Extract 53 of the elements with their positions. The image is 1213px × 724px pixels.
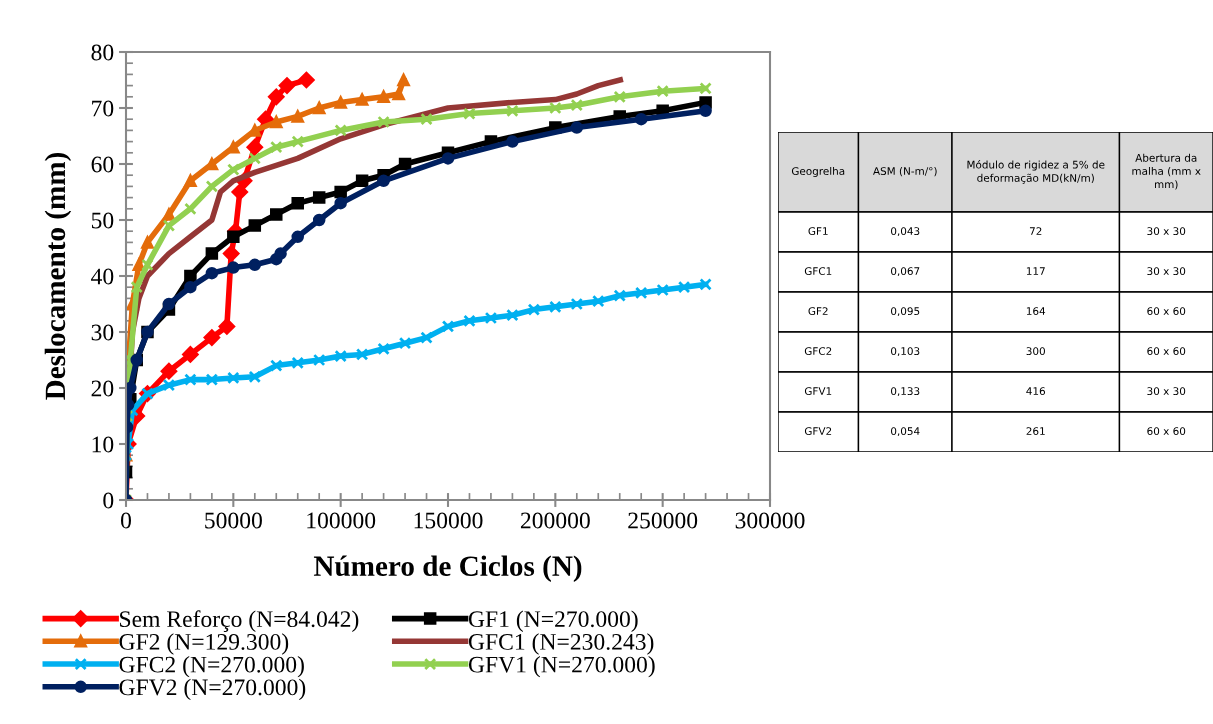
text: 300: [1026, 347, 1045, 356]
y-tick-label: 40: [91, 268, 114, 285]
legend-label: GFC2 (N=270.000): [119, 655, 304, 678]
y-tick-label: 80: [91, 44, 114, 61]
y-tick-label: 10: [92, 436, 114, 453]
text: GF2: [808, 307, 828, 316]
text: GF1: [808, 227, 828, 236]
legend-label: GFC1 (N=230.243): [468, 633, 654, 655]
text: 0,103: [891, 347, 920, 357]
y-tick-label: 0: [103, 492, 114, 509]
text: 117: [1026, 267, 1045, 275]
legend-label: GFV2 (N=270.000): [119, 678, 306, 701]
text: 30 x 30: [1147, 227, 1186, 236]
legend-label: GF1 (N=270.000): [468, 610, 638, 632]
y-tick-label: 50: [91, 212, 114, 229]
category-label: Módulo de rigidez a 5% de deformação MD(kN/m): [967, 160, 1105, 184]
category-label: ASM (N-m/°): [873, 166, 937, 177]
legend-label: Sem Reforço (N=84.042): [120, 610, 359, 632]
y-tick-label: 20: [91, 380, 114, 397]
x-tick-label: 150000: [414, 512, 483, 529]
x-tick-label: 250000: [628, 512, 698, 529]
x-tick-label: 300000: [735, 512, 805, 529]
y-tick-label: 60: [91, 156, 114, 173]
x-tick-label: 200000: [520, 512, 590, 529]
text: 72: [1029, 227, 1042, 235]
text: 30 x 30: [1147, 267, 1186, 276]
text: 30 x 30: [1147, 387, 1186, 396]
category-label: Abertura da malha (mm x mm): [1132, 153, 1201, 190]
text: GFV1: [804, 387, 832, 396]
x-axis-title: Número de Ciclos (N): [313, 555, 582, 582]
text: 60 x 60: [1147, 307, 1186, 316]
text: GFV2: [804, 427, 832, 436]
y-tick-label: 30: [91, 324, 114, 341]
text: 0,043: [891, 227, 920, 237]
x-tick-label: 0: [121, 512, 131, 529]
category-label: Geogrelha: [791, 166, 845, 178]
text: GFC1: [804, 267, 832, 276]
x-tick-label: 50000: [205, 512, 262, 529]
text: 0,054: [891, 427, 920, 437]
text: GFC2: [804, 347, 832, 356]
text: 60 x 60: [1147, 347, 1186, 356]
text: 0,067: [891, 267, 920, 277]
text: 164: [1026, 307, 1046, 316]
y-axis-title: Deslocamento (mm): [44, 152, 72, 400]
text: 0,133: [891, 387, 920, 397]
y-tick-label: 70: [92, 100, 114, 117]
legend-label: GF2 (N=129.300): [119, 633, 289, 655]
x-tick-label: 100000: [307, 512, 376, 529]
text: 60 x 60: [1147, 427, 1186, 436]
text: 261: [1026, 427, 1045, 436]
legend-label: GFV1 (N=270.000): [468, 655, 655, 678]
text: 0,095: [891, 307, 920, 317]
text: 416: [1026, 387, 1046, 396]
